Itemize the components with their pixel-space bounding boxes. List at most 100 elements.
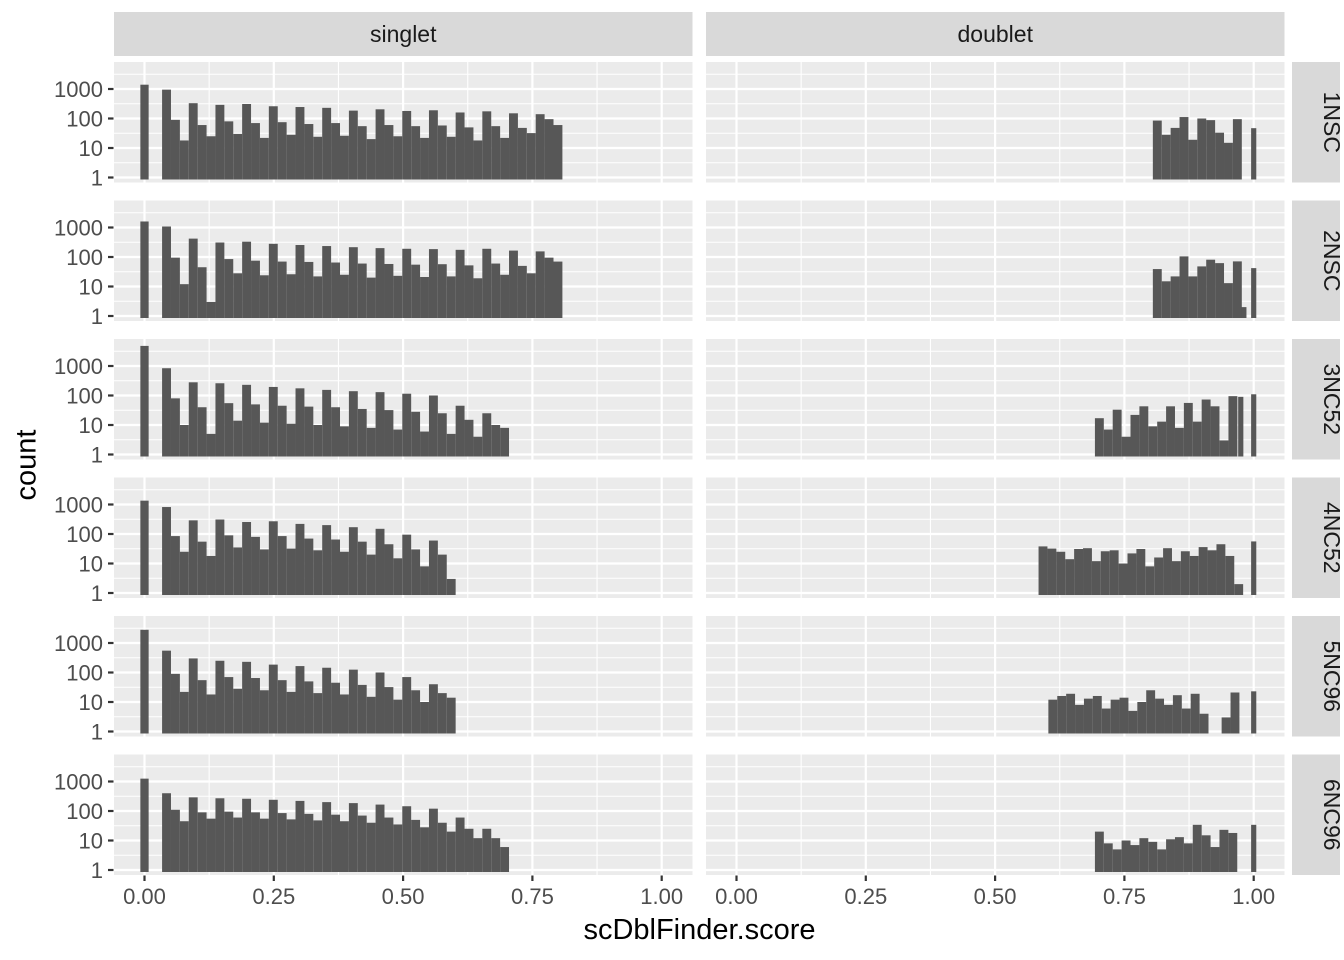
histogram-bar bbox=[411, 264, 421, 318]
histogram-bar bbox=[1216, 544, 1226, 595]
histogram-bar bbox=[366, 822, 376, 872]
histogram-bar bbox=[1221, 717, 1231, 734]
histogram-bar bbox=[1210, 847, 1220, 872]
y-tick-label: 1000 bbox=[54, 216, 103, 241]
facet-row-label-2NSC: 2NSC bbox=[1319, 230, 1344, 291]
facet-row-label-3NC52: 3NC52 bbox=[1319, 363, 1344, 435]
histogram-bar bbox=[1232, 119, 1242, 180]
histogram-bar bbox=[1206, 120, 1216, 180]
histogram-bar bbox=[428, 395, 438, 457]
histogram-bar bbox=[1201, 835, 1211, 872]
histogram-bar bbox=[215, 798, 225, 872]
histogram-bar bbox=[179, 284, 189, 318]
y-tick-label: 1 bbox=[91, 166, 103, 191]
histogram-bar bbox=[224, 403, 234, 457]
histogram-bar bbox=[233, 688, 243, 734]
histogram-bar bbox=[1174, 427, 1184, 457]
histogram-bar bbox=[402, 534, 412, 595]
histogram-bar bbox=[1155, 698, 1165, 734]
histogram-bar bbox=[393, 824, 403, 872]
histogram-bar bbox=[277, 813, 287, 872]
histogram-bar bbox=[322, 802, 332, 872]
histogram-bar bbox=[268, 386, 278, 457]
histogram-bar bbox=[1121, 436, 1131, 457]
histogram-bar bbox=[1100, 551, 1110, 595]
histogram-bar bbox=[233, 133, 243, 180]
histogram-bar bbox=[162, 650, 171, 734]
histogram-bar bbox=[313, 550, 323, 595]
histogram-bar bbox=[553, 261, 563, 318]
histogram-bar bbox=[286, 423, 296, 457]
x-tick-label: 0.50 bbox=[382, 884, 425, 909]
histogram-bar bbox=[455, 817, 465, 872]
histogram-bar bbox=[242, 522, 252, 595]
facet-col-strip-singlet bbox=[114, 12, 693, 56]
histogram-bar bbox=[1171, 561, 1181, 595]
histogram-bar bbox=[1190, 693, 1200, 734]
histogram-bar bbox=[277, 405, 287, 457]
histogram-bar bbox=[277, 122, 287, 180]
histogram-bar bbox=[1207, 550, 1217, 595]
histogram-bar bbox=[535, 114, 545, 180]
histogram-bar bbox=[1251, 824, 1257, 872]
histogram-bar bbox=[286, 134, 296, 180]
histogram-bar bbox=[304, 538, 314, 595]
histogram-bar bbox=[1112, 409, 1122, 457]
histogram-bar bbox=[242, 384, 252, 457]
histogram-bar bbox=[1189, 555, 1199, 595]
y-tick-label: 10 bbox=[79, 136, 103, 161]
histogram-bar bbox=[1139, 406, 1149, 457]
histogram-bar bbox=[251, 404, 260, 457]
histogram-bar bbox=[224, 811, 234, 872]
histogram-bar bbox=[393, 558, 403, 595]
histogram-bar bbox=[1174, 837, 1184, 872]
histogram-bar bbox=[313, 693, 323, 734]
histogram-bar bbox=[224, 121, 234, 180]
histogram-bar bbox=[331, 814, 341, 872]
histogram-bar bbox=[517, 265, 527, 318]
y-tick-label: 100 bbox=[66, 661, 103, 686]
histogram-bar bbox=[259, 818, 269, 872]
histogram-bar bbox=[251, 123, 260, 180]
histogram-bar bbox=[402, 248, 412, 318]
y-tick-label: 1000 bbox=[54, 770, 103, 795]
histogram-bar bbox=[162, 507, 171, 595]
histogram-bar bbox=[357, 684, 367, 734]
histogram-bar bbox=[286, 274, 296, 318]
histogram-bar bbox=[188, 238, 198, 318]
histogram-bar bbox=[491, 263, 501, 318]
histogram-bar bbox=[259, 690, 269, 734]
histogram-bar bbox=[348, 391, 358, 457]
histogram-bar bbox=[366, 427, 376, 457]
histogram-bar bbox=[140, 629, 149, 734]
histogram-bar bbox=[402, 393, 412, 457]
histogram-bar bbox=[1057, 695, 1067, 734]
histogram-bar bbox=[224, 535, 234, 595]
histogram-bar bbox=[304, 406, 314, 457]
facet-row-strip-1NSC bbox=[1292, 62, 1340, 183]
histogram-bar bbox=[188, 658, 198, 734]
histogram-bar bbox=[268, 106, 278, 180]
histogram-bar bbox=[375, 392, 385, 457]
histogram-bar bbox=[1251, 268, 1257, 318]
histogram-bar bbox=[1148, 841, 1158, 872]
histogram-bar bbox=[491, 838, 501, 872]
histogram-bar bbox=[1166, 406, 1175, 457]
histogram-bar bbox=[420, 702, 429, 734]
facet-row-strip-5NC96 bbox=[1292, 616, 1340, 737]
histogram-bar bbox=[295, 245, 305, 318]
histogram-bar bbox=[322, 389, 332, 457]
facet-col-label-doublet: doublet bbox=[958, 21, 1034, 47]
histogram-bar bbox=[277, 261, 287, 318]
histogram-bar bbox=[428, 249, 438, 318]
histogram-bar bbox=[366, 277, 376, 318]
histogram-bar bbox=[206, 818, 216, 872]
histogram-bar bbox=[242, 241, 252, 318]
x-tick-label: 0.25 bbox=[252, 884, 295, 909]
histogram-bar bbox=[277, 536, 287, 595]
histogram-bar bbox=[322, 525, 332, 595]
y-tick-label: 1 bbox=[91, 443, 103, 468]
histogram-bar bbox=[375, 109, 385, 180]
histogram-bar bbox=[428, 684, 438, 734]
histogram-bar bbox=[366, 139, 376, 180]
